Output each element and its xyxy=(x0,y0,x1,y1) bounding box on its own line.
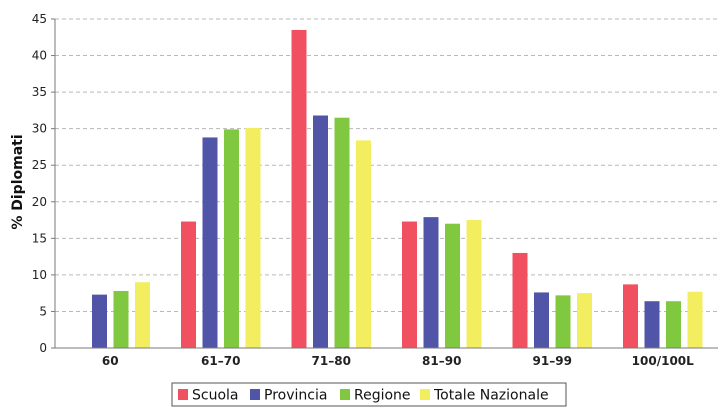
bar-regione-5 xyxy=(666,301,681,348)
bar-regione-3 xyxy=(445,223,460,348)
y-tick-label: 10 xyxy=(32,268,47,282)
y-tick-label: 45 xyxy=(32,12,47,26)
y-tick-label: 5 xyxy=(39,304,47,318)
y-axis-label: % Diplomati xyxy=(10,134,26,229)
bar-regione-2 xyxy=(334,117,350,348)
legend-label-totale-nazionale: Totale Nazionale xyxy=(433,388,549,404)
x-category-label: 100/100L xyxy=(632,354,694,368)
bar-provincia-1 xyxy=(202,137,218,348)
y-tick-label: 30 xyxy=(32,122,47,136)
y-tick-label: 15 xyxy=(32,231,47,245)
x-category-label: 60 xyxy=(102,354,119,368)
bar-scuola-4 xyxy=(512,252,528,348)
bar-totale-nazionale-2 xyxy=(356,140,371,348)
legend-swatch-provincia xyxy=(250,389,260,400)
legend-label-provincia: Provincia xyxy=(264,388,327,404)
legend-swatch-totale-nazionale xyxy=(420,389,430,400)
x-category-label: 61–70 xyxy=(201,354,240,368)
x-category-label: 71–80 xyxy=(312,354,351,368)
bar-totale-nazionale-3 xyxy=(466,220,482,348)
axis-layer: 0 5 10 15 20 25 30 35 40 45 60 61–70 71–80 81–90 91–99… xyxy=(32,12,718,368)
bar-totale-nazionale-5 xyxy=(687,291,703,348)
y-tick-label: 35 xyxy=(32,85,47,99)
bar-provincia-0 xyxy=(92,294,107,348)
bar-scuola-3 xyxy=(402,221,417,348)
legend-swatch-regione xyxy=(340,389,350,400)
bar-provincia-5 xyxy=(644,301,660,348)
grid-layer xyxy=(55,18,718,312)
bar-regione-1 xyxy=(224,129,239,348)
bar-totale-nazionale-1 xyxy=(245,127,261,349)
x-category-label: 91–99 xyxy=(533,354,572,368)
bar-scuola-2 xyxy=(291,29,307,348)
bar-totale-nazionale-0 xyxy=(135,282,150,348)
y-tick-label: 20 xyxy=(32,195,47,209)
bar-regione-4 xyxy=(555,295,571,348)
legend-box xyxy=(171,382,567,407)
y-tick-label: 0 xyxy=(39,341,47,355)
bar-totale-nazionale-4 xyxy=(577,293,592,348)
bars-layer xyxy=(92,29,703,349)
bar-scuola-1 xyxy=(181,221,196,348)
legend-swatch-scuola xyxy=(178,389,188,400)
y-tick-label: 25 xyxy=(32,158,47,172)
legend-label-scuola: Scuola xyxy=(192,388,239,404)
bar-provincia-3 xyxy=(423,217,439,348)
bar-provincia-2 xyxy=(313,115,328,348)
x-category-label: 81–90 xyxy=(422,354,461,368)
bar-provincia-4 xyxy=(534,292,549,348)
bar-scuola-5 xyxy=(623,284,638,348)
legend-label-regione: Regione xyxy=(354,388,411,404)
legend: Scuola Provincia Regione Totale Nazionale xyxy=(171,382,567,407)
bar-regione-0 xyxy=(113,290,129,348)
y-tick-label: 40 xyxy=(32,49,47,63)
